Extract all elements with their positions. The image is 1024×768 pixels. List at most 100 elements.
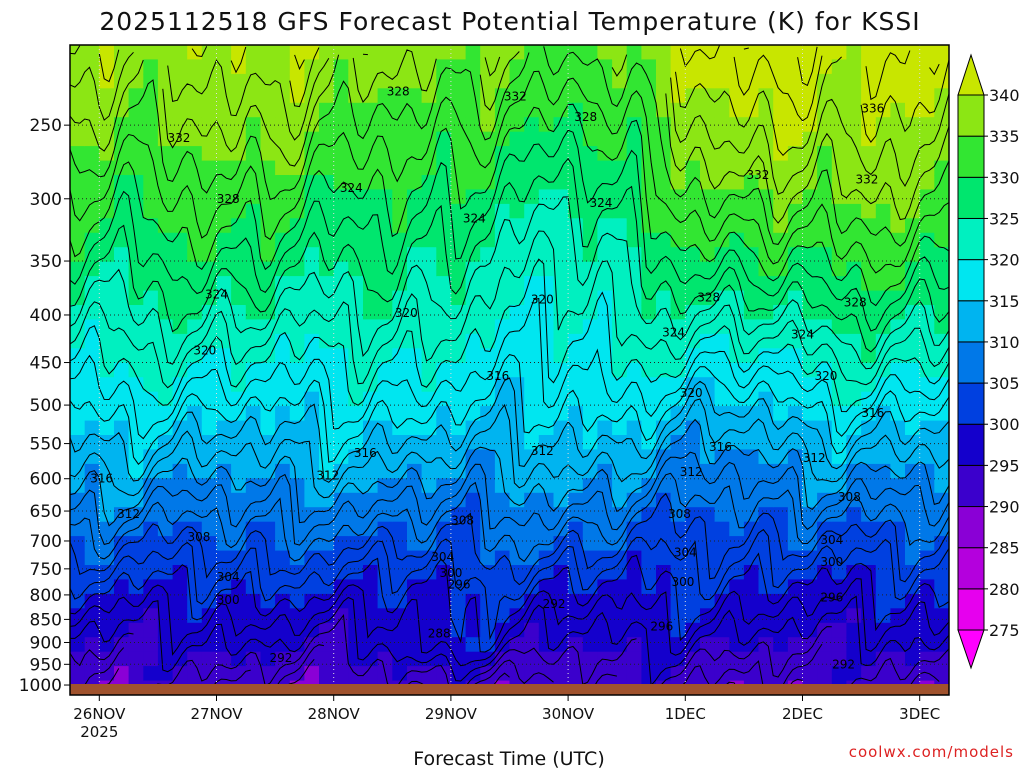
band-cell [905,362,921,378]
band-cell [700,232,716,248]
band-cell [231,579,247,595]
band-cell [275,391,291,407]
band-cell [641,276,657,292]
band-cell [919,536,935,552]
band-cell [70,622,86,638]
band-cell [128,449,144,465]
band-cell [626,73,642,89]
band-cell [582,507,598,523]
band-cell [392,550,408,566]
band-cell [392,478,408,494]
band-cell [626,435,642,450]
band-cell [319,247,335,263]
band-cell [260,507,276,523]
band-cell [743,261,760,277]
band-cell [128,550,144,566]
band-cell [465,622,481,638]
band-cell [743,550,760,566]
band-cell [538,59,555,75]
band-cell [450,550,467,566]
band-cell [758,579,774,595]
band-cell [817,160,833,176]
band-cell [875,463,891,479]
band-cell [553,377,569,393]
band-cell [890,521,906,537]
band-cell [626,651,642,667]
band-cell [582,377,598,393]
band-cell [480,117,496,133]
band-cell [670,131,686,147]
band-cell [568,45,584,60]
band-cell [582,59,598,75]
band-cell [817,261,833,277]
band-cell [817,579,833,595]
band-cell [787,666,804,682]
band-cell [773,406,789,422]
band-cell [275,160,291,176]
credit-link[interactable]: coolwx.com/models [849,743,1014,761]
band-cell [84,218,100,234]
band-cell [582,146,598,162]
band-cell [787,348,804,364]
band-cell [553,276,569,292]
band-cell [465,391,481,407]
band-cell [84,73,100,89]
band-cell [524,203,540,219]
band-cell [465,666,481,682]
band-cell [626,521,642,537]
band-cell [377,117,393,133]
band-cell [465,160,481,176]
band-cell [304,565,320,580]
band-cell [568,637,584,653]
band-cell [641,189,657,205]
band-cell [201,160,218,176]
band-cell [421,463,437,479]
band-cell [553,88,569,104]
band-cell [919,435,935,450]
band-cell [84,406,100,422]
band-cell [685,666,701,682]
band-cell [201,88,218,104]
band-cell [480,579,496,595]
band-cell [70,131,86,147]
band-cell [333,73,349,89]
band-cell [934,160,949,176]
band-cell [729,232,745,248]
band-cell [758,463,774,479]
band-cell [714,507,730,523]
band-cell [436,203,452,219]
band-cell [817,319,833,335]
band-cell [363,637,379,653]
band-cell [114,305,130,320]
band-cell [245,117,262,133]
band-cell [890,362,906,378]
band-cell [143,102,159,118]
contour-label: 336 [861,102,884,116]
band-cell [831,391,847,407]
band-cell [787,59,804,75]
band-cell [597,218,613,234]
band-cell [480,550,496,566]
band-cell [890,45,906,60]
band-cell [421,203,437,219]
band-cell [201,492,218,508]
band-cell [802,88,818,104]
band-cell [157,276,174,292]
band-cell [802,507,818,523]
contour-line [70,552,949,653]
band-cell [187,478,203,494]
band-cell [875,420,891,436]
band-cell [348,348,364,364]
band-cell [509,608,525,624]
band-cell [348,59,364,75]
colorbar-tick-label: 335 [989,127,1020,146]
band-cell [319,73,335,89]
band-cell [377,637,393,653]
band-cell [875,203,891,219]
band-cell [348,435,364,450]
band-cell [656,175,672,190]
band-cell [157,420,174,436]
band-cell [407,131,423,147]
band-cell [729,449,745,465]
band-cell [99,637,115,653]
